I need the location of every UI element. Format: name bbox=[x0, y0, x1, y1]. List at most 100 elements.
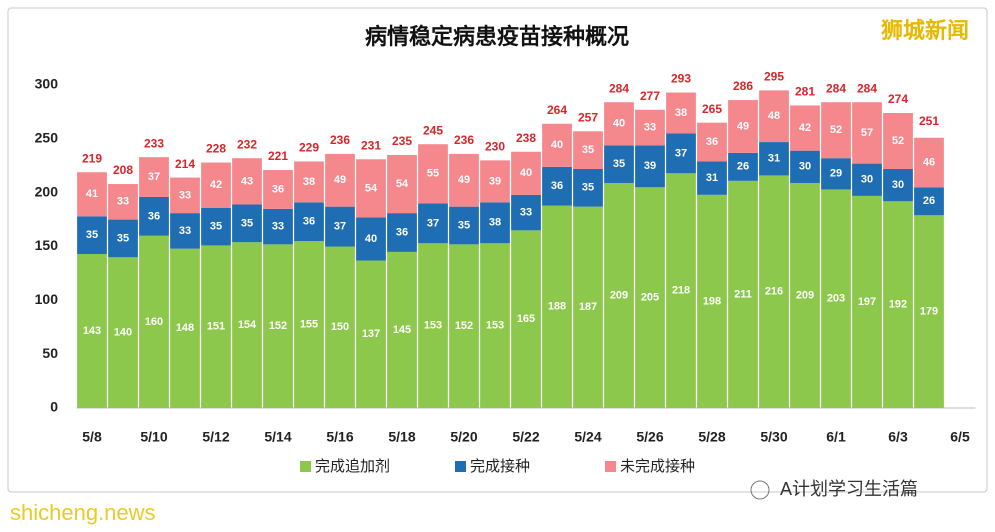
bar-segment bbox=[108, 219, 138, 258]
x-tick-label: 5/8 bbox=[82, 429, 102, 445]
bar-segment bbox=[170, 248, 200, 408]
bar-segment bbox=[139, 235, 169, 408]
segment-label: 40 bbox=[520, 167, 532, 179]
segment-label: 40 bbox=[613, 118, 625, 130]
bar-segment bbox=[790, 105, 820, 151]
bar-segment bbox=[263, 208, 293, 245]
segment-label: 140 bbox=[114, 327, 132, 339]
bar-segment bbox=[232, 242, 262, 408]
legend-label: 完成接种 bbox=[470, 458, 530, 475]
bar-segment bbox=[232, 158, 262, 205]
y-tick-label: 100 bbox=[35, 291, 59, 307]
x-tick-label: 5/16 bbox=[326, 429, 353, 445]
total-label: 229 bbox=[299, 141, 319, 155]
total-label: 228 bbox=[206, 142, 226, 156]
segment-label: 216 bbox=[765, 286, 783, 298]
bar-segment bbox=[635, 187, 665, 408]
bar-segment bbox=[790, 182, 820, 408]
bar-segment bbox=[418, 203, 448, 244]
x-tick-label: 6/5 bbox=[950, 429, 970, 445]
segment-label: 54 bbox=[396, 178, 409, 190]
segment-label: 148 bbox=[176, 322, 194, 334]
bar-segment bbox=[728, 100, 758, 153]
x-tick-label: 5/30 bbox=[760, 429, 787, 445]
segment-label: 39 bbox=[489, 175, 501, 187]
segment-label: 36 bbox=[396, 226, 408, 238]
bar-segment bbox=[77, 216, 107, 255]
segment-label: 36 bbox=[303, 216, 315, 228]
bar-segment bbox=[883, 168, 913, 202]
segment-label: 31 bbox=[706, 172, 718, 184]
bar-segment bbox=[294, 161, 324, 203]
total-label: 277 bbox=[640, 89, 660, 103]
segment-label: 42 bbox=[799, 122, 811, 134]
bar-segment bbox=[666, 133, 696, 174]
segment-label: 38 bbox=[303, 176, 315, 188]
segment-label: 33 bbox=[272, 220, 284, 232]
segment-label: 211 bbox=[734, 288, 752, 300]
bar-segment bbox=[542, 205, 572, 408]
segment-label: 36 bbox=[272, 183, 284, 195]
total-label: 281 bbox=[795, 85, 815, 99]
x-tick-label: 5/20 bbox=[450, 429, 477, 445]
total-label: 284 bbox=[826, 81, 846, 95]
segment-label: 143 bbox=[83, 325, 101, 337]
segment-label: 55 bbox=[427, 168, 439, 180]
bar-segment bbox=[387, 251, 417, 408]
bar-segment bbox=[821, 189, 851, 408]
bar-segment bbox=[666, 92, 696, 134]
segment-label: 30 bbox=[799, 161, 811, 173]
bar-segment bbox=[108, 257, 138, 408]
segment-label: 52 bbox=[830, 124, 842, 136]
segment-label: 29 bbox=[830, 168, 842, 180]
total-label: 233 bbox=[144, 136, 164, 150]
total-label: 230 bbox=[485, 140, 505, 154]
bar-segment bbox=[666, 173, 696, 408]
segment-label: 152 bbox=[455, 320, 473, 332]
segment-label: 35 bbox=[458, 219, 470, 231]
bar-segment bbox=[480, 160, 510, 203]
bar-segment bbox=[852, 102, 882, 164]
segment-label: 209 bbox=[610, 289, 628, 301]
total-label: 264 bbox=[547, 103, 567, 117]
x-tick-label: 5/26 bbox=[636, 429, 663, 445]
segment-label: 49 bbox=[334, 174, 346, 186]
bar-segment bbox=[821, 158, 851, 190]
bar-segment bbox=[170, 177, 200, 214]
bar-segment bbox=[232, 204, 262, 243]
segment-label: 165 bbox=[517, 313, 535, 325]
segment-label: 38 bbox=[675, 107, 687, 119]
segment-label: 137 bbox=[362, 328, 380, 340]
bar-segment bbox=[542, 166, 572, 206]
bar-segment bbox=[759, 90, 789, 143]
segment-label: 150 bbox=[331, 321, 349, 333]
segment-label: 35 bbox=[582, 144, 594, 156]
y-tick-label: 200 bbox=[35, 183, 59, 199]
segment-label: 37 bbox=[427, 217, 439, 229]
total-label: 238 bbox=[516, 131, 536, 145]
segment-label: 41 bbox=[86, 188, 98, 200]
bar-segment bbox=[294, 202, 324, 242]
segment-label: 198 bbox=[703, 295, 721, 307]
x-tick-label: 5/14 bbox=[264, 429, 291, 445]
total-label: 236 bbox=[330, 133, 350, 147]
bar-segment bbox=[325, 246, 355, 408]
segment-label: 218 bbox=[672, 285, 690, 297]
legend-swatch bbox=[455, 461, 466, 472]
bar-segment bbox=[573, 168, 603, 207]
segment-label: 35 bbox=[117, 232, 129, 244]
bar-segment bbox=[356, 260, 386, 408]
bar-segment bbox=[604, 145, 634, 183]
segment-label: 37 bbox=[675, 147, 687, 159]
bar-segment bbox=[759, 142, 789, 176]
bar-segment bbox=[511, 230, 541, 408]
bar-segment bbox=[697, 194, 727, 408]
total-label: 284 bbox=[857, 81, 877, 95]
bar-segment bbox=[604, 102, 634, 146]
y-tick-label: 300 bbox=[35, 76, 59, 92]
x-tick-label: 5/22 bbox=[512, 429, 539, 445]
segment-label: 35 bbox=[241, 217, 253, 229]
watermark: 狮城新闻 bbox=[881, 18, 969, 43]
bar-segment bbox=[325, 206, 355, 247]
segment-label: 33 bbox=[117, 196, 129, 208]
